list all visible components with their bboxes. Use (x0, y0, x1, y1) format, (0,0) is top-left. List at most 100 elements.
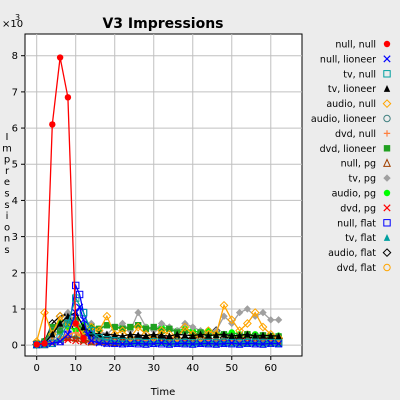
data-point (87, 337, 95, 345)
y-axis-label-char: s (4, 189, 9, 200)
data-point (220, 338, 228, 346)
y-tick-label: 5 (12, 160, 18, 171)
legend-label: dvd, null (335, 129, 376, 140)
y-axis-label-char: s (4, 200, 9, 211)
legend-label: null, null (335, 40, 376, 51)
y-tick-label: 7 (12, 87, 18, 98)
data-point (251, 332, 259, 340)
legend-marker (383, 234, 391, 241)
data-point (49, 330, 56, 338)
data-point (87, 326, 96, 335)
data-point (274, 340, 283, 348)
legend-item: dvd, flat (337, 263, 391, 274)
y-axis-label-char: i (6, 211, 9, 222)
data-point (72, 281, 80, 290)
x-tick-label: 20 (108, 363, 121, 374)
legend-marker (383, 204, 391, 212)
data-point (235, 308, 244, 317)
data-point (220, 340, 228, 348)
legend-item: dvd, null (335, 129, 391, 140)
data-point (267, 316, 275, 324)
data-point (157, 339, 166, 347)
legend-marker (383, 189, 391, 197)
data-point (173, 338, 181, 346)
y-tick-label: 6 (12, 124, 18, 135)
series (32, 54, 283, 349)
data-point (158, 331, 165, 339)
data-point (236, 331, 243, 339)
y-axis-label-char: e (4, 177, 10, 188)
data-point (180, 322, 190, 332)
data-point (157, 338, 166, 346)
data-point (103, 340, 111, 348)
data-point (204, 339, 212, 347)
legend-item: null, pg (341, 158, 391, 170)
x-tick-label: 50 (225, 363, 238, 374)
data-point (189, 323, 197, 331)
data-point (235, 340, 244, 348)
y-tick-label: 4 (12, 196, 18, 207)
data-point (243, 338, 252, 347)
data-point (79, 308, 88, 317)
y-axis-label-char: n (4, 234, 10, 245)
legend-item: null, flat (337, 218, 391, 229)
plot-area (24, 33, 303, 357)
data-point (72, 320, 79, 327)
data-point (228, 339, 236, 347)
data-point (33, 341, 40, 348)
legend-label: null, pg (341, 159, 376, 170)
y-axis-label: Impressions (2, 132, 12, 256)
y-multiplier-label: ×10 3 (2, 13, 23, 30)
legend-marker (383, 219, 391, 227)
data-point (95, 334, 103, 342)
legend-marker (383, 70, 391, 78)
data-point (220, 330, 228, 338)
data-point (126, 338, 135, 346)
legend-label: null, flat (337, 218, 376, 229)
legend-item: tv, flat (345, 233, 391, 244)
y-axis-label-char: s (4, 245, 9, 256)
series (33, 303, 283, 349)
data-point (111, 331, 118, 339)
data-point (243, 305, 252, 313)
data-point (72, 294, 80, 302)
legend-item: tv, lioneer (328, 84, 391, 95)
data-point (80, 323, 87, 331)
data-point (134, 337, 142, 346)
data-point (118, 340, 127, 348)
data-point (244, 330, 251, 338)
y-axis-label-char: o (4, 222, 10, 233)
legend-marker (383, 145, 391, 152)
data-point (133, 322, 143, 332)
data-point (103, 322, 111, 329)
data-point (274, 333, 283, 343)
data-point (103, 330, 111, 338)
data-point (127, 323, 134, 331)
data-point (157, 319, 166, 328)
data-point (142, 332, 150, 339)
legend-item: null, lioneer (320, 54, 391, 65)
data-point (181, 339, 189, 347)
y-axis-label-char: r (5, 166, 10, 177)
y-tick-label: 1 (12, 304, 18, 315)
legend-label: audio, flat (328, 248, 376, 259)
legend-label: audio, lioneer (311, 114, 376, 125)
data-point (150, 330, 157, 338)
data-point (80, 334, 87, 342)
data-point (181, 338, 189, 347)
y-multiplier-base: ×10 (2, 19, 23, 30)
data-point (40, 308, 49, 317)
legend-marker (383, 158, 391, 167)
legend-marker (383, 40, 391, 48)
data-point (259, 308, 267, 317)
data-point (275, 332, 282, 340)
data-point (49, 121, 56, 128)
legend-label: dvd, pg (340, 203, 376, 214)
legend-marker (383, 114, 391, 123)
x-tick-label: 30 (147, 363, 160, 374)
legend-item: audio, null (326, 99, 392, 110)
data-point (242, 319, 252, 328)
data-point (274, 316, 283, 324)
legend-label: dvd, flat (337, 263, 377, 274)
